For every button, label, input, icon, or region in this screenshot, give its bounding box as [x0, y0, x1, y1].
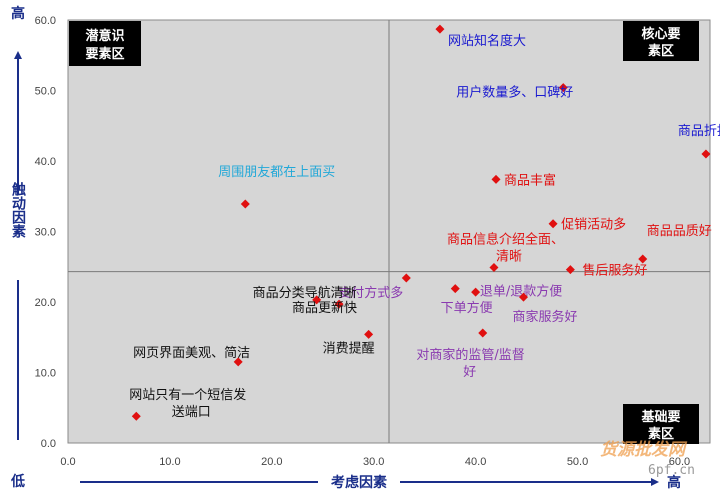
data-point-label: 下单方便	[441, 300, 493, 316]
data-point-marker	[491, 174, 501, 184]
data-point-marker	[334, 299, 344, 309]
data-point-label: 送端口	[172, 405, 211, 420]
y-axis-high-word: 高	[11, 5, 25, 22]
quadrant-top-right-line2: 素区	[648, 43, 674, 59]
y-tick-label: 40.0	[35, 156, 56, 168]
data-point-label: 用户数量多、口碑好	[456, 85, 573, 101]
data-point-label: 周围朋友都在上面买	[218, 164, 335, 180]
y-tick-label: 60.0	[35, 15, 56, 27]
quadrant-top-left-line2: 要素区	[85, 46, 124, 62]
data-point-label: 退单/退款方便	[480, 284, 562, 300]
data-point-marker	[478, 328, 488, 338]
data-point-marker	[364, 329, 374, 339]
x-tick-label: 0.0	[60, 456, 75, 468]
data-point-label: 商品折扣更多	[678, 123, 720, 139]
quadrant-label-top-left: 潜意识 要素区	[69, 21, 141, 66]
data-point-marker	[548, 219, 558, 229]
data-point-label: 商品丰富	[504, 172, 556, 188]
quadrant-bottom-right-line1: 基础要	[640, 409, 680, 425]
data-point-label: 商品品质好	[647, 224, 712, 239]
data-point-label: 好	[463, 365, 476, 380]
x-tick-label: 20.0	[261, 456, 282, 468]
y-tick-label: 20.0	[35, 297, 56, 309]
y-axis-low-word: 低	[10, 473, 25, 490]
data-point-marker	[401, 273, 411, 283]
data-point-label: 商品信息介绍全面、	[447, 231, 564, 247]
data-point-label: 商家服务好	[512, 309, 577, 325]
watermark-main: 货源批发网	[600, 440, 688, 460]
data-point-marker	[450, 284, 460, 294]
y-tick-label: 0.0	[41, 438, 56, 450]
data-point-marker	[701, 149, 711, 159]
y-tick-label: 50.0	[35, 86, 56, 98]
data-point-marker	[638, 254, 648, 264]
x-tick-label: 50.0	[567, 456, 588, 468]
data-point-marker	[558, 83, 568, 93]
x-axis-title: 考虑因素	[331, 474, 387, 491]
quadrant-top-right-line1: 核心要	[641, 26, 680, 42]
data-point-marker	[312, 295, 322, 305]
x-tick-label: 60.0	[669, 456, 690, 468]
data-point-label: 对商家的监管/监督	[416, 347, 524, 363]
x-tick-label: 30.0	[363, 456, 384, 468]
quadrant-bottom-right-line2: 素区	[648, 426, 674, 442]
data-point-marker	[435, 24, 445, 34]
watermark-sub: 6pf.cn	[648, 463, 695, 478]
data-point-label: 网站知名度大	[448, 33, 526, 49]
data-point-label: 支付方式多	[338, 285, 403, 301]
data-point-marker	[489, 262, 499, 272]
data-point-marker	[471, 287, 481, 297]
x-tick-label: 10.0	[159, 456, 180, 468]
data-point-label: 售后服务好	[582, 263, 647, 279]
data-point-marker	[519, 292, 529, 302]
quadrant-label-bottom-right: 基础要 素区	[623, 404, 699, 444]
data-point-label: 网页界面美观、简洁	[133, 345, 250, 361]
data-point-marker	[233, 357, 243, 367]
y-tick-label: 10.0	[35, 368, 56, 380]
quadrant-top-left-line1: 潜意识	[85, 28, 124, 44]
y-tick-label: 30.0	[35, 227, 56, 239]
data-point-label: 网站只有一个短信发	[129, 387, 246, 403]
x-tick-label: 40.0	[465, 456, 486, 468]
data-point-label: 商品更新快	[292, 300, 357, 316]
x-axis-high-word: 高	[667, 474, 681, 491]
data-point-label: 消费提醒	[323, 340, 375, 356]
data-point-label: 清晰	[496, 249, 522, 264]
data-point-marker	[240, 199, 250, 209]
quadrant-label-top-right: 核心要 素区	[623, 21, 699, 61]
data-point-marker	[131, 411, 141, 421]
data-point-marker	[565, 265, 575, 275]
data-point-label: 促销活动多	[561, 217, 626, 233]
y-axis-title: 触动因素	[10, 181, 27, 239]
data-point-label: 商品分类导航清晰	[253, 285, 357, 301]
